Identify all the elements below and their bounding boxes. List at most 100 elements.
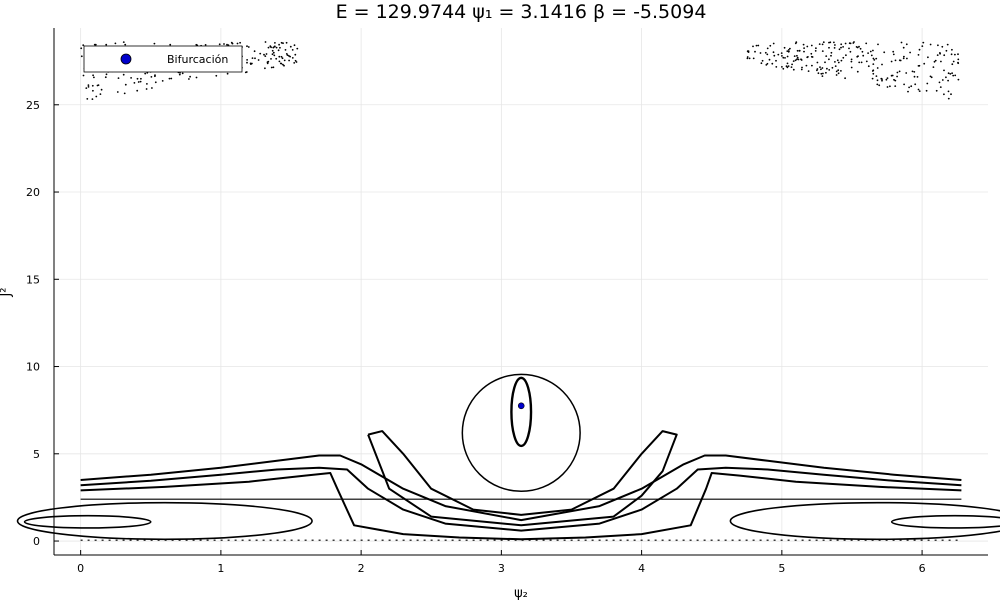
chaotic-point (246, 59, 249, 61)
chaotic-point (272, 66, 275, 69)
chaotic-point (814, 50, 817, 52)
chaotic-point (746, 56, 749, 58)
chaotic-point (834, 65, 837, 67)
chaotic-point (821, 50, 824, 52)
chaotic-point (881, 79, 883, 82)
chaotic-point (951, 48, 953, 51)
chaotic-point (275, 57, 278, 60)
chaotic-point (837, 61, 840, 64)
chaotic-point (283, 64, 285, 67)
chaotic-point (957, 53, 959, 56)
chaotic-point (828, 58, 830, 61)
chaotic-point (954, 53, 956, 56)
chaotic-point (859, 47, 862, 50)
chaotic-point (254, 57, 256, 60)
chaotic-point (872, 72, 875, 75)
chaotic-point (867, 65, 870, 68)
chaotic-point (154, 75, 156, 78)
chaotic-point (923, 62, 926, 65)
chaotic-point (91, 84, 94, 87)
chaotic-point (285, 53, 288, 55)
chaotic-point (151, 87, 153, 89)
y-tick-label: 25 (26, 99, 40, 112)
chaotic-point (803, 50, 805, 53)
chaotic-point (280, 55, 283, 58)
chaotic-point (833, 47, 836, 49)
chaotic-point (137, 81, 140, 83)
chaotic-point (875, 57, 878, 60)
chaotic-point (204, 44, 207, 46)
chaotic-point (93, 76, 95, 79)
chaotic-point (153, 42, 156, 45)
chaotic-point (85, 87, 88, 89)
chaotic-point (930, 76, 933, 79)
x-tick-label: 2 (358, 562, 365, 575)
chaotic-point (848, 47, 850, 50)
chaotic-point (170, 77, 173, 80)
chaotic-point (844, 77, 846, 80)
chaotic-point (786, 62, 789, 65)
chaotic-point (189, 75, 192, 78)
chaotic-point (263, 53, 265, 56)
chaotic-point (86, 98, 89, 100)
chaotic-point (772, 42, 775, 45)
chaotic-point (264, 41, 267, 43)
chaotic-point (271, 49, 274, 52)
chaotic-point (766, 47, 769, 50)
chaotic-point (291, 49, 294, 51)
chaotic-point (838, 48, 841, 51)
chaotic-point (902, 46, 905, 49)
chaotic-point (865, 60, 868, 63)
chaotic-point (865, 42, 868, 45)
chaotic-point (154, 81, 157, 84)
legend-marker-bifurcation (120, 53, 132, 65)
chaotic-point (819, 66, 821, 68)
chaotic-point (892, 50, 895, 53)
chaotic-point (815, 47, 817, 50)
chaotic-point (226, 72, 229, 75)
chaotic-point (951, 63, 954, 66)
chaotic-point (845, 54, 847, 57)
chaotic-point (277, 49, 280, 52)
chaotic-point (880, 77, 883, 80)
chaotic-point (139, 80, 142, 83)
chaotic-point (837, 69, 840, 72)
chaotic-point (259, 52, 262, 55)
chaotic-point (789, 47, 791, 50)
chaotic-point (284, 49, 287, 51)
chaotic-point (878, 84, 881, 87)
chaotic-point (270, 58, 272, 60)
chaotic-point (816, 61, 819, 64)
chaotic-point (257, 59, 260, 61)
chaotic-point (902, 57, 905, 60)
chaotic-point (842, 56, 845, 59)
chaotic-point (957, 78, 960, 81)
chaotic-point (133, 82, 136, 84)
chaotic-point (288, 59, 290, 62)
chaotic-point (914, 83, 917, 86)
chaotic-point (105, 43, 108, 46)
chaotic-point (898, 70, 901, 73)
chaotic-point (810, 52, 813, 55)
chaotic-point (771, 62, 774, 65)
chaotic-point (140, 77, 142, 80)
chaotic-point (215, 74, 218, 77)
chaotic-point (822, 41, 825, 44)
chaotic-point (840, 59, 843, 62)
chaotic-point (150, 76, 153, 78)
chaotic-point (747, 51, 750, 53)
chaotic-point (925, 89, 928, 92)
y-tick-label: 5 (33, 448, 40, 461)
chaotic-point (787, 65, 790, 67)
chaotic-point (910, 85, 913, 88)
chaotic-point (872, 57, 875, 60)
chaotic-point (273, 54, 276, 57)
y-axis-label: J² (0, 287, 14, 297)
chaotic-point (100, 88, 103, 91)
chaotic-point (830, 51, 833, 54)
chaotic-point (244, 71, 247, 74)
chaotic-point (850, 58, 853, 61)
orbit-center-island (510, 376, 533, 448)
chaotic-point (278, 60, 281, 63)
